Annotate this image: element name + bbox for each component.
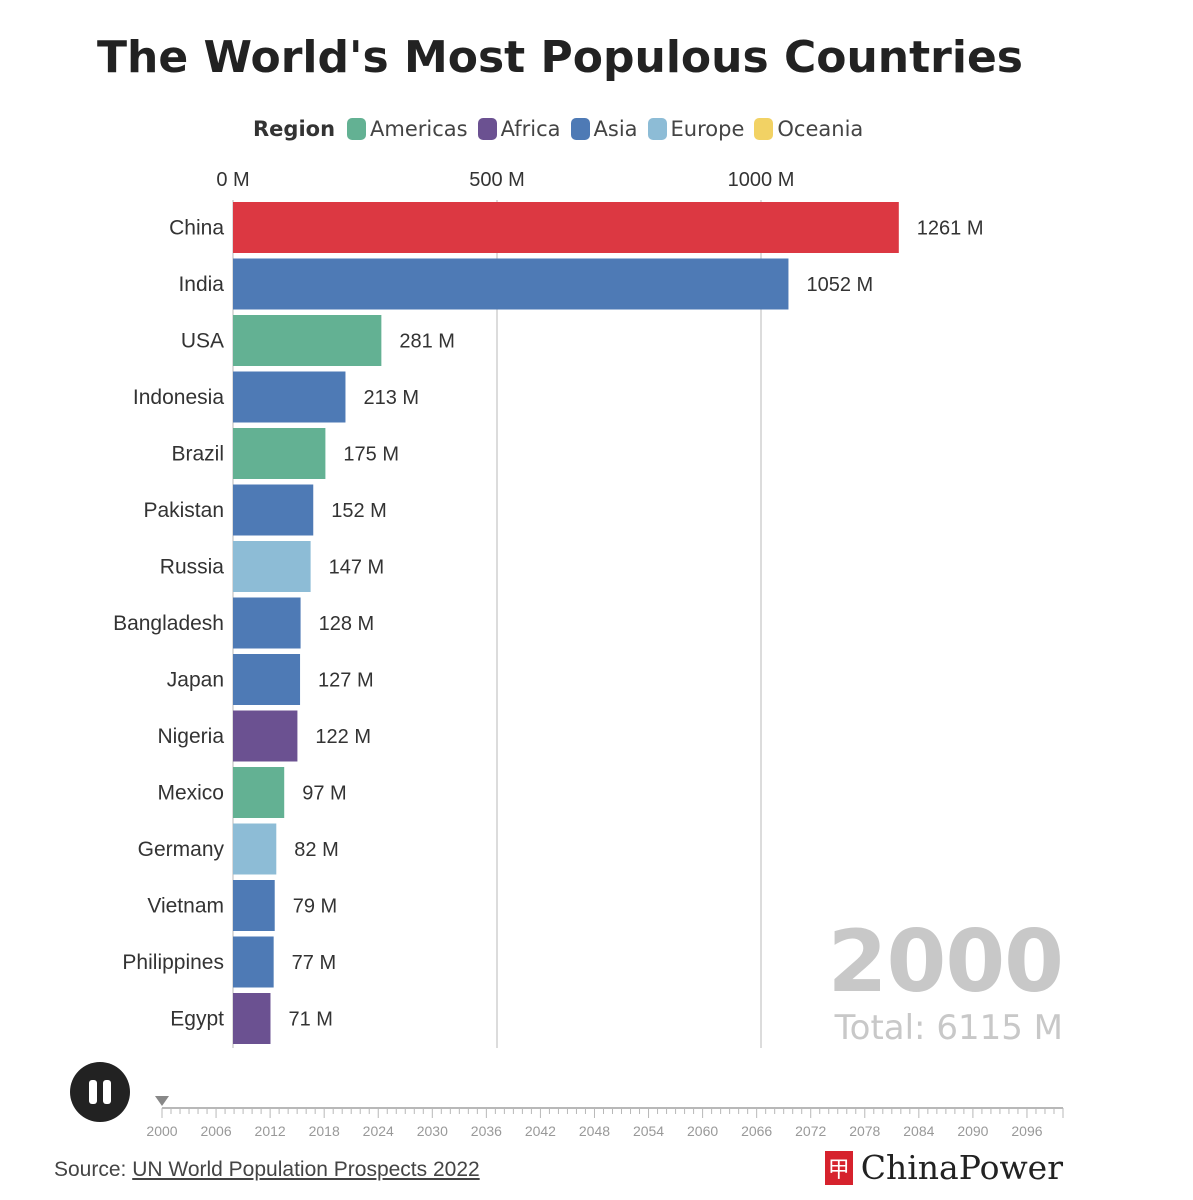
timeline-handle[interactable] [155, 1096, 169, 1106]
x-tick-label: 500 M [469, 169, 525, 191]
timeline-label: 2030 [417, 1123, 448, 1139]
legend-label-oceania: Oceania [777, 117, 864, 141]
chart-title: The World's Most Populous Countries [97, 32, 1023, 83]
value-label-germany: 82 M [294, 839, 338, 861]
total-population: Total: 6115 M [834, 1008, 1063, 1048]
source-link[interactable]: UN World Population Prospects 2022 [132, 1158, 480, 1181]
bar-japan [233, 654, 301, 705]
pause-icon-bar-left [89, 1080, 97, 1104]
bar-china [233, 202, 899, 253]
bar-mexico [233, 767, 285, 818]
year-display: 2000 [827, 912, 1064, 1012]
category-label-mexico: Mexico [157, 782, 224, 805]
source-prefix: Source: [54, 1158, 133, 1181]
bar-vietnam [233, 880, 275, 931]
pause-button[interactable] [70, 1062, 130, 1122]
category-label-egypt: Egypt [170, 1008, 224, 1031]
bar-germany [233, 823, 277, 875]
value-label-vietnam: 79 M [293, 896, 337, 918]
value-label-russia: 147 M [329, 557, 385, 579]
legend-item-africa[interactable]: Africa [477, 117, 561, 141]
legend-label-americas: Americas [370, 117, 468, 141]
brand-logo: 甲 ChinaPower [824, 1148, 1063, 1187]
brand-name: ChinaPower [860, 1148, 1063, 1187]
legend-label-asia: Asia [593, 117, 638, 141]
bar-bangladesh [233, 597, 301, 649]
bar-russia [233, 541, 311, 592]
value-label-pakistan: 152 M [331, 500, 387, 522]
bar-brazil [233, 428, 326, 479]
value-label-philippines: 77 M [292, 952, 336, 974]
category-label-china: China [169, 217, 224, 240]
legend-item-americas[interactable]: Americas [347, 117, 468, 141]
timeline-label: 2090 [957, 1123, 988, 1139]
legend-label-africa: Africa [500, 117, 561, 141]
timeline-label: 2024 [363, 1123, 394, 1139]
bar-philippines [233, 936, 274, 988]
timeline-label: 2096 [1011, 1123, 1042, 1139]
legend-label-europe: Europe [670, 117, 745, 141]
legend-item-europe[interactable]: Europe [647, 117, 745, 141]
bar-india [233, 258, 789, 310]
category-label-philippines: Philippines [122, 951, 224, 974]
legend-title: Region [253, 117, 336, 141]
value-label-brazil: 175 M [343, 444, 399, 466]
source-note: Source: UN World Population Prospects 20… [54, 1158, 480, 1182]
bar-egypt [233, 993, 271, 1044]
legend: Region Americas Africa Asia Europe Ocean… [253, 114, 873, 144]
category-label-pakistan: Pakistan [143, 499, 224, 522]
value-label-china: 1261 M [917, 218, 984, 240]
timeline-label: 2078 [849, 1123, 880, 1139]
legend-swatch-americas [347, 118, 367, 140]
timeline-label: 2054 [633, 1123, 664, 1139]
value-label-japan: 127 M [318, 670, 374, 692]
value-label-egypt: 71 M [288, 1009, 332, 1031]
timeline-label: 2042 [525, 1123, 556, 1139]
x-tick-label: 1000 M [728, 169, 795, 191]
legend-item-asia[interactable]: Asia [570, 117, 638, 141]
category-label-germany: Germany [138, 838, 225, 861]
timeline-label: 2000 [146, 1123, 177, 1139]
category-label-nigeria: Nigeria [157, 725, 224, 748]
timeline-label: 2066 [741, 1123, 772, 1139]
legend-swatch-asia [570, 118, 590, 140]
bar-usa [233, 315, 382, 366]
value-label-mexico: 97 M [302, 783, 346, 805]
value-label-indonesia: 213 M [363, 387, 419, 409]
value-label-india: 1052 M [806, 274, 873, 296]
category-label-vietnam: Vietnam [147, 895, 224, 918]
timeline-label: 2006 [200, 1123, 231, 1139]
value-label-usa: 281 M [399, 331, 455, 353]
legend-item-oceania[interactable]: Oceania [754, 117, 863, 141]
category-label-brazil: Brazil [171, 443, 224, 466]
category-label-indonesia: Indonesia [133, 386, 224, 409]
category-label-russia: Russia [160, 556, 225, 579]
legend-swatch-oceania [754, 118, 774, 140]
category-label-usa: USA [181, 330, 224, 353]
pause-icon-bar-right [103, 1080, 111, 1104]
timeline-label: 2036 [471, 1123, 502, 1139]
bar-nigeria [233, 710, 298, 762]
category-label-japan: Japan [167, 669, 224, 692]
value-label-nigeria: 122 M [315, 726, 371, 748]
legend-swatch-africa [477, 118, 497, 140]
x-tick-label: 0 M [216, 169, 249, 191]
category-label-bangladesh: Bangladesh [113, 612, 224, 635]
timeline-label: 2072 [795, 1123, 826, 1139]
timeline-label: 2012 [255, 1123, 286, 1139]
value-label-bangladesh: 128 M [319, 613, 375, 635]
bar-pakistan [233, 484, 314, 536]
timeline-label: 2084 [903, 1123, 934, 1139]
timeline-label: 2048 [579, 1123, 610, 1139]
chinapower-logo-icon: 甲 [824, 1150, 853, 1185]
timeline-label: 2018 [309, 1123, 340, 1139]
legend-swatch-europe [647, 118, 667, 140]
timeline-label: 2060 [687, 1123, 718, 1139]
category-label-india: India [178, 273, 224, 296]
bar-indonesia [233, 371, 346, 423]
